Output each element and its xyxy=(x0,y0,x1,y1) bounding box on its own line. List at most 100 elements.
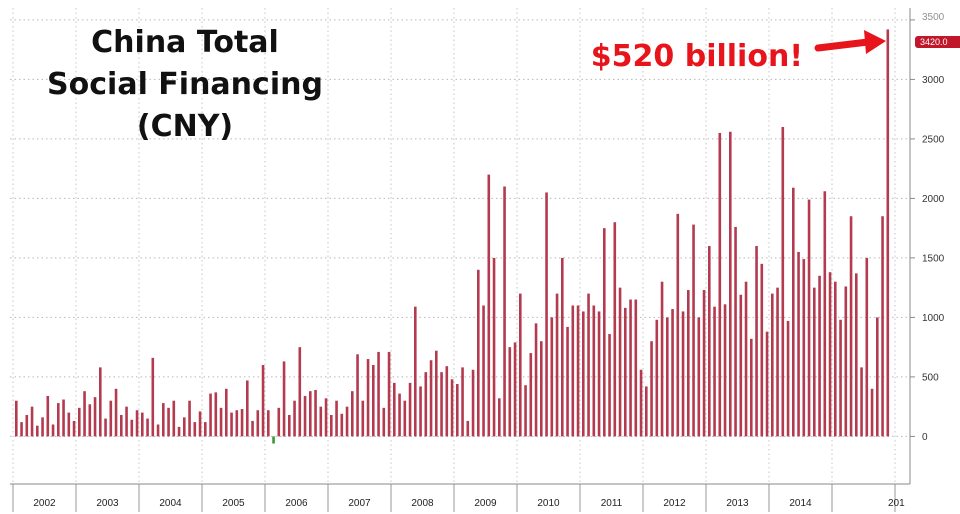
bar xyxy=(487,174,491,437)
bar xyxy=(529,353,533,437)
bar xyxy=(592,305,596,437)
bar xyxy=(655,319,659,437)
bar xyxy=(146,418,149,437)
bar xyxy=(498,398,501,437)
bar xyxy=(545,192,548,437)
bar xyxy=(156,424,160,437)
bar xyxy=(387,351,391,437)
bar xyxy=(114,388,118,437)
bar xyxy=(776,287,779,437)
bar xyxy=(372,365,375,437)
bar xyxy=(382,407,386,437)
x-tick-label: 2002 xyxy=(33,498,56,509)
y-tick-label: 2500 xyxy=(922,134,945,145)
bar xyxy=(603,228,606,437)
bar xyxy=(272,436,275,444)
bar xyxy=(251,420,254,437)
bar xyxy=(471,369,475,437)
bar xyxy=(414,306,417,437)
bar xyxy=(167,407,170,437)
bar xyxy=(151,357,155,437)
bar xyxy=(681,311,685,437)
bar xyxy=(729,131,732,437)
bar xyxy=(177,426,181,437)
bar xyxy=(230,412,233,437)
bar xyxy=(277,407,281,437)
x-tick-label: 201 xyxy=(888,498,905,509)
bar xyxy=(634,299,638,437)
bar xyxy=(797,251,800,437)
bar xyxy=(786,320,790,437)
bar xyxy=(424,372,428,437)
bar xyxy=(587,293,590,437)
bar xyxy=(660,281,664,437)
bar xyxy=(120,414,123,437)
bar xyxy=(214,392,218,437)
bar xyxy=(813,287,816,437)
bar xyxy=(802,259,806,437)
bar xyxy=(597,311,601,437)
bar xyxy=(608,334,611,437)
bar xyxy=(508,347,512,437)
bar xyxy=(204,422,207,437)
bar xyxy=(781,127,785,437)
bar xyxy=(83,391,86,437)
x-tick-label: 2004 xyxy=(159,498,182,509)
bar xyxy=(36,425,39,437)
x-tick-label: 2012 xyxy=(663,498,686,509)
bar xyxy=(46,395,50,437)
x-tick-label: 2005 xyxy=(222,498,245,509)
bar xyxy=(440,372,443,437)
y-tick-label: 500 xyxy=(922,372,939,383)
bar xyxy=(818,275,821,437)
bar xyxy=(771,293,774,437)
bar xyxy=(466,420,470,437)
bar xyxy=(356,354,359,437)
bar xyxy=(807,199,811,437)
bar xyxy=(702,290,706,437)
bar xyxy=(172,400,176,437)
bar xyxy=(792,187,795,437)
bar xyxy=(855,273,858,437)
bar xyxy=(550,317,554,437)
bar xyxy=(744,281,748,437)
bar xyxy=(429,360,433,437)
bar xyxy=(235,410,239,437)
bar xyxy=(88,404,92,437)
y-tick-label: 0 xyxy=(922,432,928,443)
last-value-badge: 3420.0 xyxy=(915,36,960,48)
bar xyxy=(57,403,60,437)
bar xyxy=(687,290,690,437)
y-tick-label: 2000 xyxy=(922,194,945,205)
x-tick-label: 2006 xyxy=(285,498,308,509)
axes: 0 500 1000 1500 2000 2500 3000 3500 2002 2003 2004… xyxy=(10,8,945,512)
bar xyxy=(335,400,338,437)
bar xyxy=(765,331,769,437)
bar xyxy=(141,412,144,437)
bar xyxy=(398,393,401,437)
bar xyxy=(739,294,743,437)
bar xyxy=(393,382,396,437)
bar xyxy=(713,306,716,437)
bar xyxy=(750,338,753,437)
bar xyxy=(839,319,842,437)
bar xyxy=(25,414,29,437)
chart-title-line-2: Social Financing xyxy=(47,67,323,102)
bar xyxy=(876,317,879,437)
bar xyxy=(288,414,291,437)
bar xyxy=(582,311,585,437)
bar xyxy=(361,400,365,437)
bar xyxy=(419,386,422,437)
bar xyxy=(99,367,102,437)
bar xyxy=(482,305,485,437)
x-tick-label: 2007 xyxy=(348,498,371,509)
bar xyxy=(408,382,412,437)
bar xyxy=(225,388,228,437)
bar xyxy=(377,351,380,437)
annotation-arrow-icon xyxy=(814,30,886,54)
bar xyxy=(109,400,113,437)
bar xyxy=(30,406,34,437)
bar xyxy=(51,424,55,437)
bar xyxy=(492,257,496,437)
